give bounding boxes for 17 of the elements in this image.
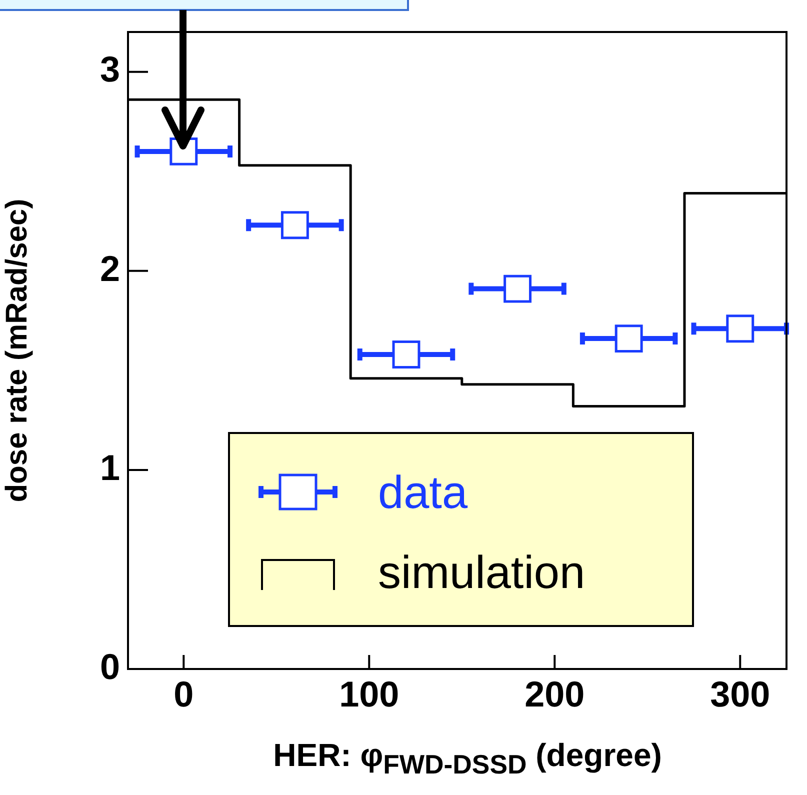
point <box>726 314 754 343</box>
point <box>392 340 420 368</box>
point <box>280 211 309 240</box>
y-tick-label: 0 <box>100 646 120 687</box>
x-tick-label: 200 <box>524 674 585 715</box>
y-tick-label: 1 <box>100 446 120 488</box>
y-tick-label: 3 <box>100 48 120 90</box>
x-axis-title: HER: φ$_{FWD-DSSD}$ (degree) <box>272 736 663 782</box>
point <box>504 274 532 303</box>
x-tick-label: 0 <box>174 674 194 715</box>
y-axis-title: dose rate (mRad/sec) <box>0 198 34 502</box>
x-tick-label: 300 <box>710 674 770 715</box>
point <box>614 324 643 353</box>
y-tick-label: 2 <box>100 248 120 289</box>
legend-label: simulation <box>378 545 586 599</box>
legend-label: data <box>378 465 468 519</box>
x-tick-label: 100 <box>339 674 400 715</box>
